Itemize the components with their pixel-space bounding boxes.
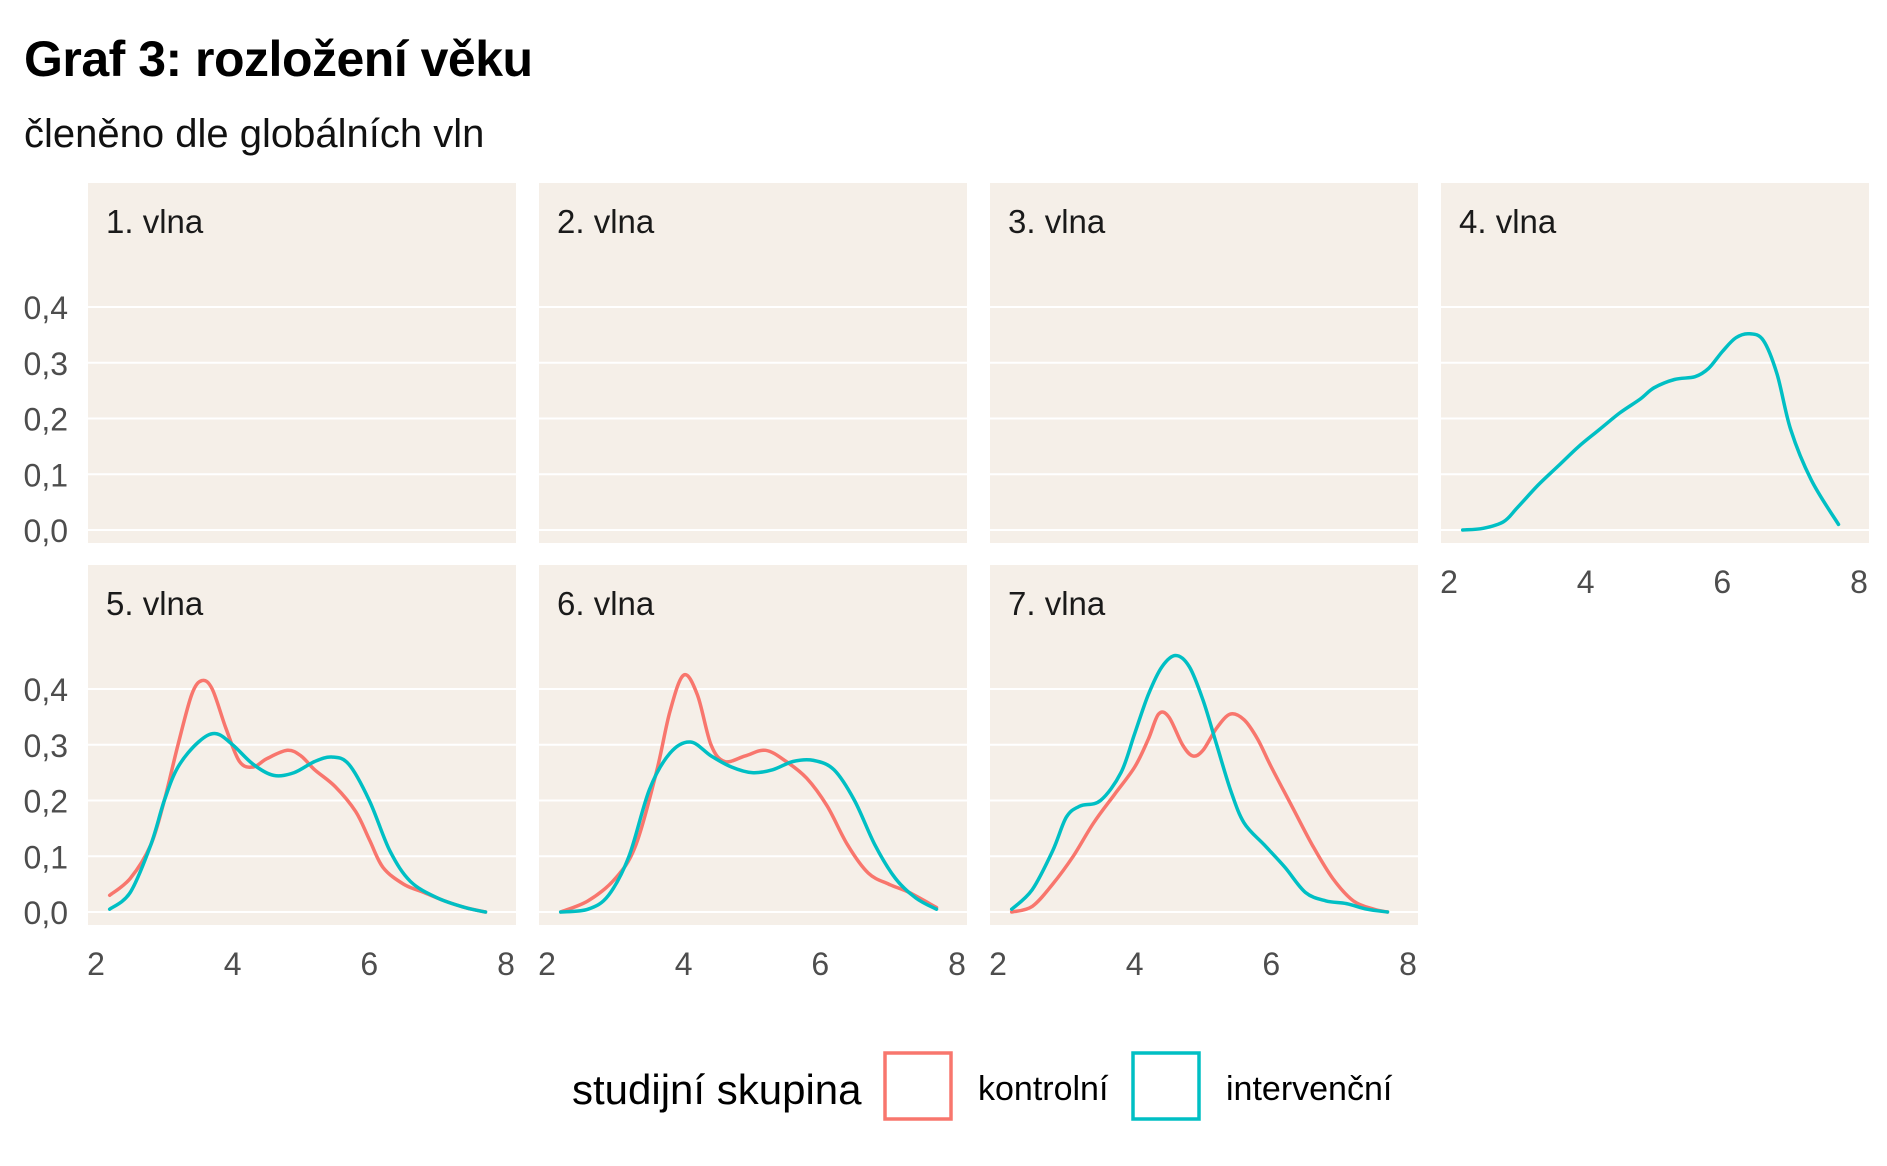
y-tick-label: 0,2	[24, 784, 68, 820]
x-tick-label: 8	[948, 946, 966, 982]
x-tick-label: 2	[1440, 564, 1458, 600]
x-tick-label: 8	[1850, 564, 1868, 600]
x-tick-label: 8	[1399, 946, 1417, 982]
y-tick-label: 0,3	[24, 728, 68, 764]
x-tick-label: 2	[989, 946, 1007, 982]
legend-key-kontrolni	[883, 1051, 953, 1121]
facet-panel: 6. vlna 2 4 6 8	[538, 565, 967, 982]
y-tick-label: 0,0	[24, 513, 68, 549]
facet-panel: 2. vlna	[539, 183, 967, 543]
facet-label: 3. vlna	[1008, 203, 1106, 240]
density-line-intervencni	[1009, 653, 1390, 914]
legend-key-intervencni	[1131, 1051, 1201, 1121]
y-tick-label: 0,4	[24, 672, 68, 708]
legend: studijní skupina kontrolní intervenční	[572, 1051, 1393, 1121]
facet-panel: 4. vlna 2 4 6 8	[1440, 183, 1869, 600]
density-line-intervencni	[1460, 331, 1841, 532]
y-tick-label: 0,3	[24, 346, 68, 382]
x-tick-label: 6	[811, 946, 829, 982]
y-tick-label: 0,1	[24, 839, 68, 875]
density-line-intervencni	[107, 731, 488, 914]
facet-panel: 5. vlna 0,0 0,1 0,2 0,3 0,4 2 4 6 8	[24, 565, 516, 982]
x-tick-label: 8	[497, 946, 515, 982]
legend-label: kontrolní	[978, 1070, 1109, 1108]
density-line-intervencni	[558, 740, 939, 914]
facet-panel: 3. vlna	[990, 183, 1418, 543]
facet-panel: 1. vlna 0,0 0,1 0,2 0,3 0,4	[24, 183, 516, 549]
x-tick-label: 6	[1713, 564, 1731, 600]
facet-label: 4. vlna	[1459, 203, 1557, 240]
facet-label: 6. vlna	[557, 585, 655, 622]
legend-title: studijní skupina	[572, 1066, 862, 1113]
facet-panel: 7. vlna 2 4 6 8	[989, 565, 1418, 982]
y-tick-label: 0,1	[24, 457, 68, 493]
chart-subtitle: členěno dle globálních vln	[24, 112, 485, 156]
density-line-kontrolni	[1009, 710, 1390, 914]
y-tick-label: 0,4	[24, 290, 68, 326]
chart-title: Graf 3: rozložení věku	[24, 31, 533, 87]
x-tick-label: 4	[1577, 564, 1595, 600]
x-tick-label: 2	[87, 946, 105, 982]
y-tick-label: 0,2	[24, 402, 68, 438]
legend-label: intervenční	[1226, 1070, 1393, 1108]
x-tick-label: 4	[675, 946, 693, 982]
density-line-kontrolni	[558, 672, 939, 914]
facet-label: 7. vlna	[1008, 585, 1106, 622]
facet-label: 1. vlna	[106, 203, 204, 240]
x-tick-label: 6	[360, 946, 378, 982]
x-tick-label: 4	[224, 946, 242, 982]
x-tick-label: 2	[538, 946, 556, 982]
x-tick-label: 6	[1262, 946, 1280, 982]
x-tick-label: 4	[1126, 946, 1144, 982]
facet-label: 2. vlna	[557, 203, 655, 240]
y-tick-label: 0,0	[24, 895, 68, 931]
density-line-kontrolni	[107, 678, 488, 914]
facet-label: 5. vlna	[106, 585, 204, 622]
